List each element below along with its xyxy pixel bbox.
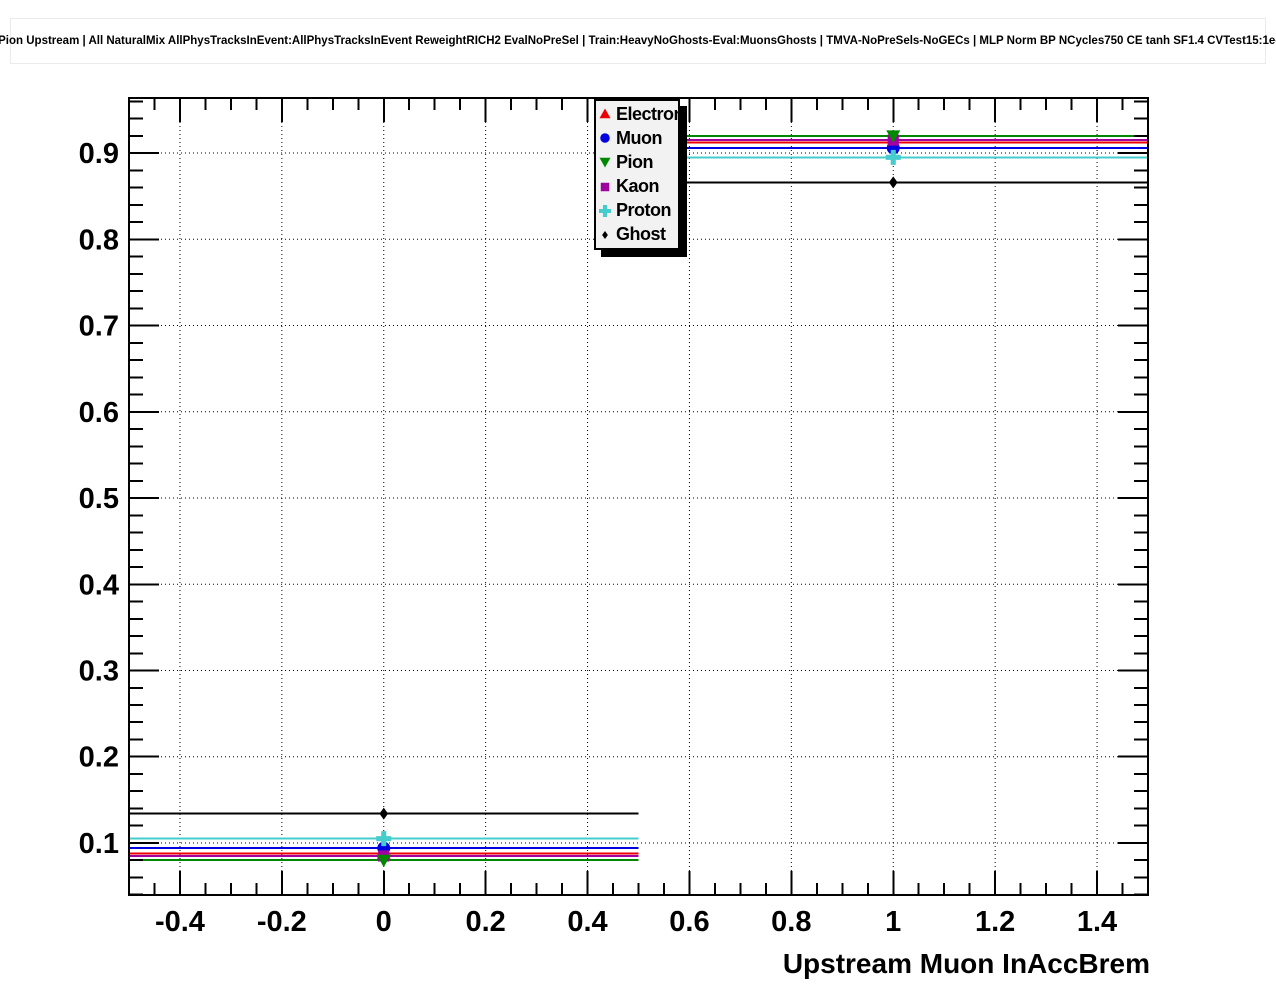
legend-entry-kaon: Kaon <box>599 175 678 198</box>
muon-marker-glyph <box>600 133 610 143</box>
pion-marker-icon <box>599 154 614 170</box>
x-tick-label: 1.2 <box>975 906 1015 938</box>
marker-pion <box>886 130 901 143</box>
electron-marker-glyph <box>599 108 611 119</box>
legend-box: Electron Muon Pion Kaon Proton Ghost <box>594 99 685 250</box>
y-tick-label: 0.2 <box>79 742 119 774</box>
x-tick-label: 0.4 <box>567 906 607 938</box>
muon-marker-icon <box>599 130 614 146</box>
proton-marker-icon <box>599 203 614 219</box>
y-tick-label: 0.8 <box>79 224 119 256</box>
plot-title: InAccBrem Pion Upstream | All NaturalMix… <box>0 35 1276 47</box>
marker-proton <box>376 831 392 847</box>
legend-label-proton: Proton <box>616 200 672 221</box>
marker-pion <box>376 854 391 868</box>
marker-proton <box>885 149 901 165</box>
y-tick-label: 0.5 <box>79 483 119 515</box>
marker-ghost <box>888 176 898 189</box>
proton-marker-glyph <box>599 204 611 217</box>
kaon-marker-glyph <box>600 182 610 191</box>
y-tick-label: 0.9 <box>79 138 119 170</box>
legend-entry-electron: Electron <box>599 103 685 126</box>
pion-marker-glyph <box>599 158 611 168</box>
y-tick-label: 0.1 <box>79 828 119 860</box>
x-tick-label: 0.8 <box>771 906 811 938</box>
x-tick-label: 1 <box>885 906 901 938</box>
ghost-marker-icon <box>599 227 614 243</box>
y-tick-label: 0.3 <box>79 656 119 688</box>
legend-label-pion: Pion <box>616 151 654 172</box>
y-tick-label: 0.7 <box>79 311 119 343</box>
legend-entry-proton: Proton <box>599 199 678 222</box>
legend-label-ghost: Ghost <box>616 224 666 245</box>
y-tick-label: 0.6 <box>79 397 119 429</box>
legend-entry-ghost: Ghost <box>599 223 678 246</box>
kaon-marker-icon <box>599 179 614 195</box>
electron-marker-icon <box>599 106 614 122</box>
ghost-marker-glyph <box>602 230 608 239</box>
x-tick-label: -0.4 <box>155 906 205 938</box>
x-tick-label: 0.2 <box>465 906 505 938</box>
legend-label-electron: Electron <box>616 103 685 124</box>
y-tick-label: 0.4 <box>79 569 119 601</box>
x-tick-label: 0 <box>376 906 392 938</box>
legend-entry-muon: Muon <box>599 127 678 150</box>
x-tick-label: 1.4 <box>1077 906 1117 938</box>
legend-entry-pion: Pion <box>599 151 678 174</box>
legend-label-kaon: Kaon <box>616 176 660 197</box>
legend-label-muon: Muon <box>616 127 662 148</box>
marker-ghost <box>379 807 389 820</box>
x-axis-title: Upstream Muon InAccBrem <box>783 948 1150 979</box>
plot-title-pad: InAccBrem Pion Upstream | All NaturalMix… <box>0 18 1276 64</box>
x-tick-label: -0.2 <box>257 906 307 938</box>
x-tick-label: 0.6 <box>669 906 709 938</box>
